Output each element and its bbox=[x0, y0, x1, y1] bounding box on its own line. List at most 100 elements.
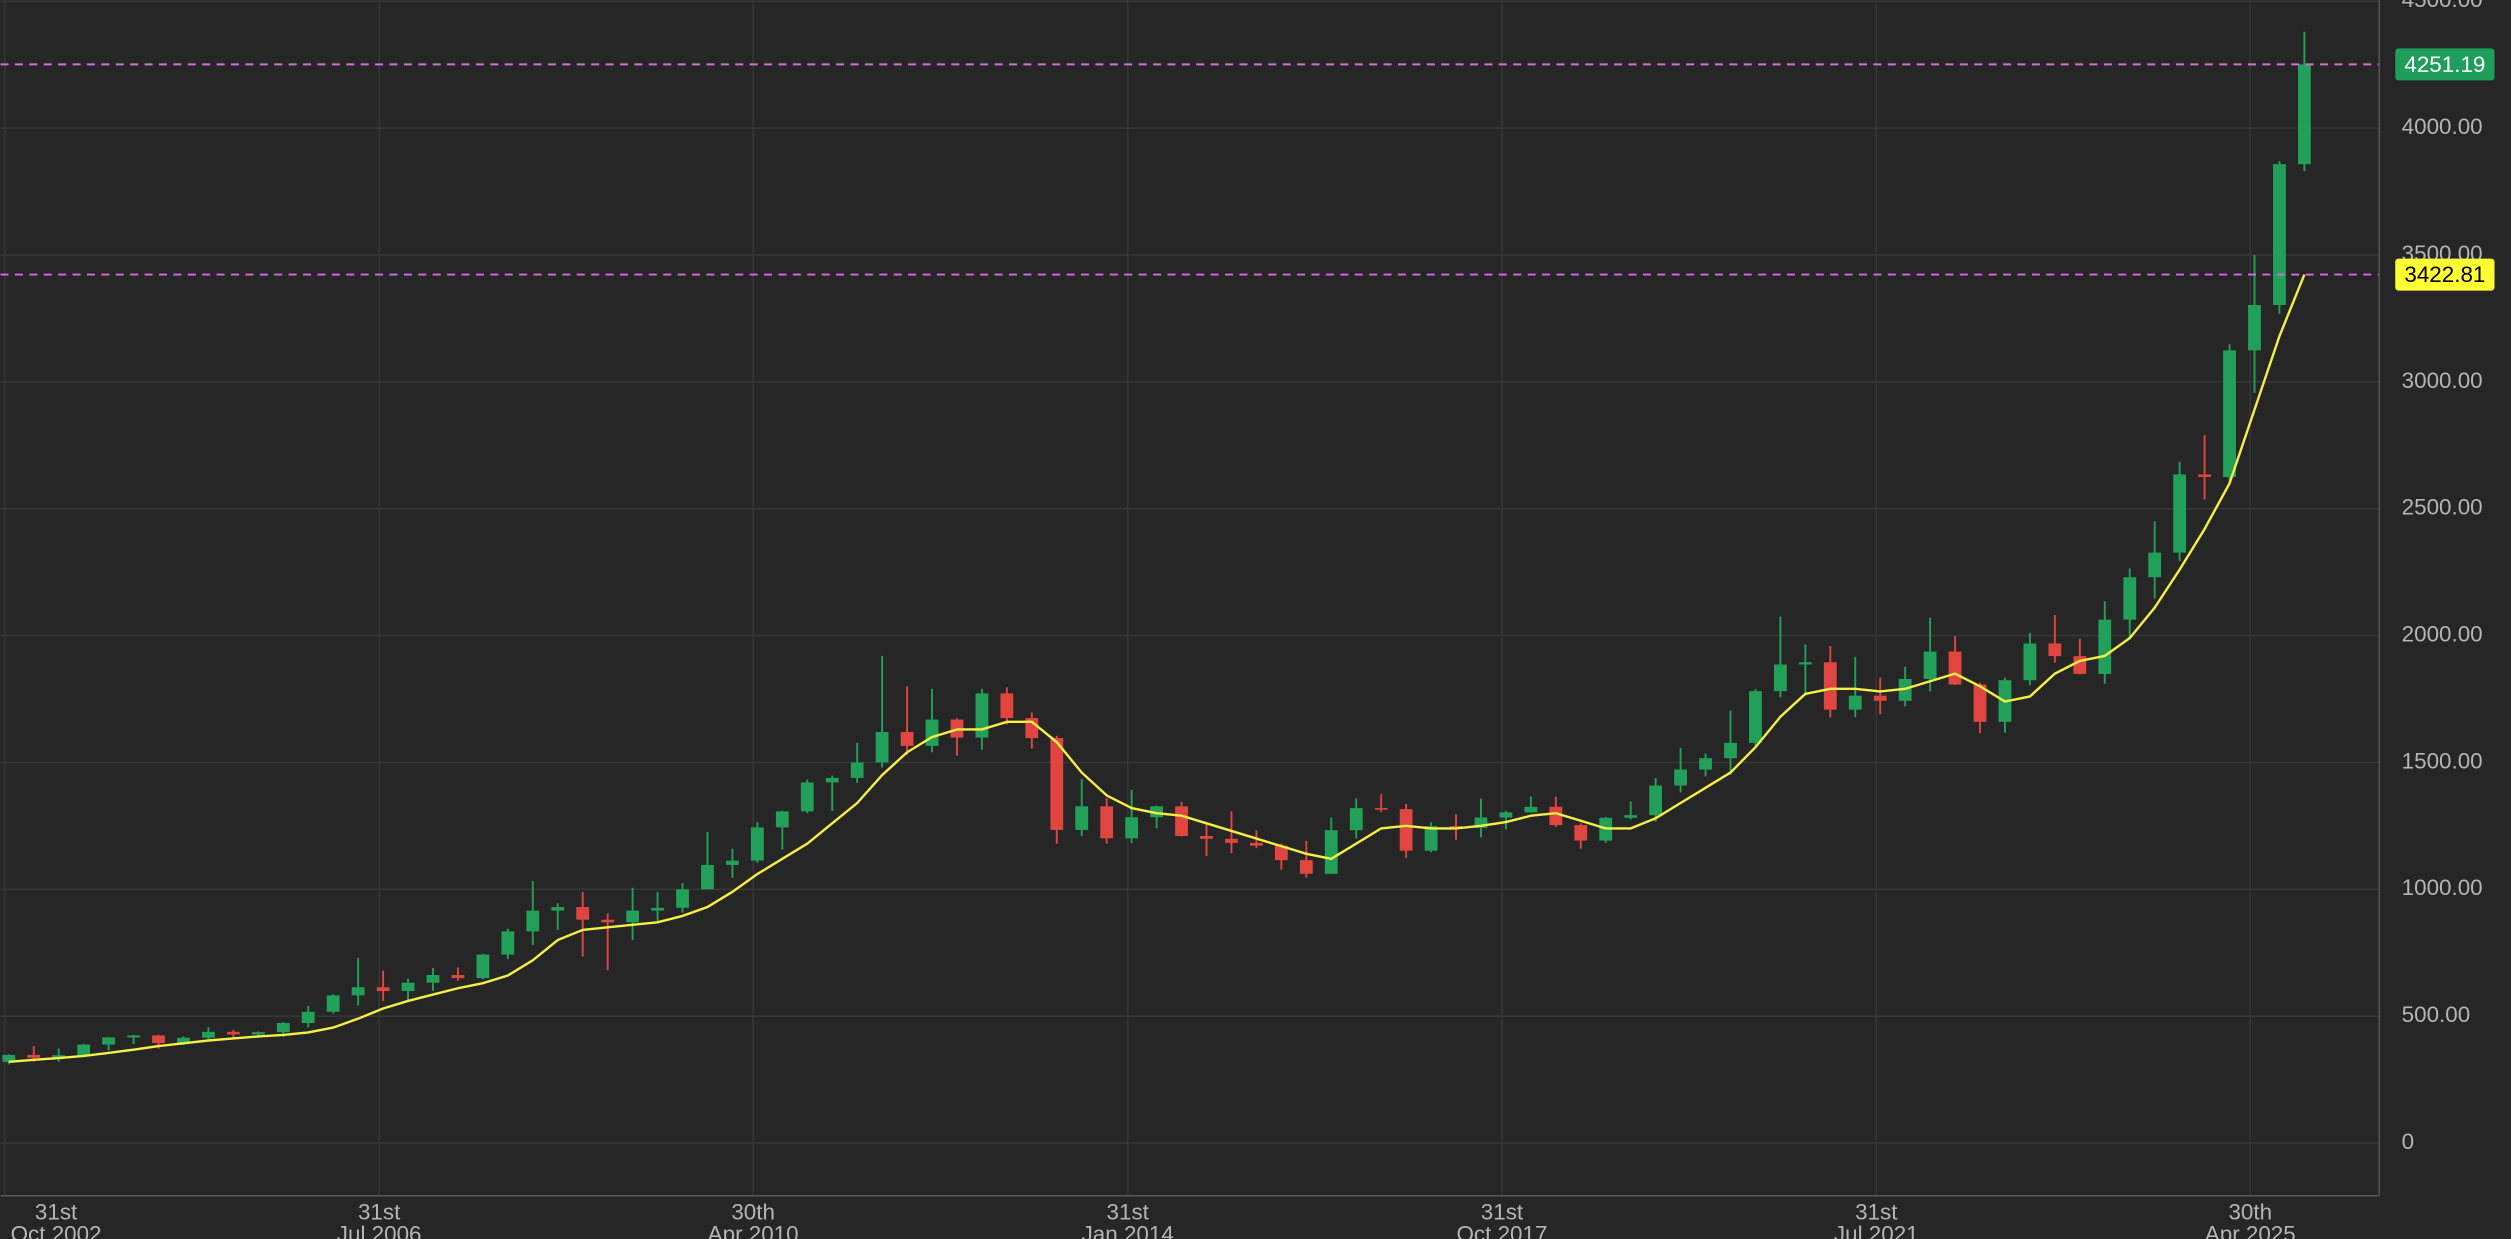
candle-body bbox=[1299, 860, 1313, 874]
candle-body bbox=[1449, 826, 1463, 828]
candle-body bbox=[202, 1031, 215, 1038]
candle-body bbox=[1524, 806, 1538, 813]
candle-body bbox=[1125, 817, 1139, 839]
y-tick-label: 4500.00 bbox=[2402, 0, 2483, 12]
candle-body bbox=[1175, 806, 1188, 837]
candle-body bbox=[1225, 838, 1238, 843]
y-tick-label: 4000.00 bbox=[2402, 114, 2483, 139]
candle-body bbox=[77, 1044, 91, 1056]
candle-body bbox=[251, 1032, 265, 1035]
moving-average-line bbox=[8, 274, 2306, 1064]
candle-body bbox=[1923, 651, 1937, 679]
candle-body bbox=[276, 1022, 290, 1033]
candle-body bbox=[1624, 815, 1638, 818]
candle-body bbox=[426, 975, 440, 983]
candle-body bbox=[975, 693, 989, 738]
y-tick-label: 2000.00 bbox=[2402, 621, 2483, 646]
price-label-bg bbox=[2395, 258, 2495, 291]
candle-body bbox=[775, 811, 789, 828]
candle-body bbox=[1274, 845, 1288, 861]
candle-body bbox=[1374, 808, 1388, 810]
x-tick-label: Oct 2017 bbox=[1457, 1222, 1548, 1239]
candle-body bbox=[601, 919, 615, 923]
x-tick-label: Jan 2014 bbox=[1082, 1222, 1174, 1239]
candle-body bbox=[152, 1035, 165, 1044]
candle-body bbox=[2, 1054, 16, 1062]
x-tick-label: 31st bbox=[358, 1199, 401, 1224]
candle-body bbox=[1749, 691, 1762, 743]
candle-body bbox=[1399, 809, 1413, 851]
candle-body bbox=[351, 987, 365, 996]
candle-body bbox=[626, 910, 640, 923]
grid bbox=[0, 0, 2380, 1196]
candle-body bbox=[326, 995, 340, 1012]
candle-body bbox=[1200, 836, 1213, 839]
y-tick-label: 0 bbox=[2402, 1129, 2414, 1154]
candle-body bbox=[401, 982, 415, 992]
x-tick-label: Jul 2021 bbox=[1834, 1222, 1919, 1239]
candle-body bbox=[1724, 742, 1737, 759]
candle-body bbox=[2073, 656, 2087, 674]
x-tick-label: Jul 2006 bbox=[337, 1222, 422, 1239]
price-label: 4251.19 bbox=[2404, 52, 2485, 77]
candle-body bbox=[102, 1037, 116, 1045]
candle-body bbox=[376, 987, 390, 992]
candle-body bbox=[2273, 164, 2286, 305]
x-tick-label: Apr 2010 bbox=[708, 1222, 799, 1239]
candle-body bbox=[2198, 474, 2211, 477]
candle-body bbox=[800, 782, 814, 812]
candle-body bbox=[1250, 842, 1263, 846]
candle-body bbox=[2297, 64, 2311, 165]
candle-body bbox=[925, 719, 939, 746]
candle-body bbox=[301, 1011, 315, 1023]
candle-body bbox=[1499, 812, 1513, 818]
candle-body bbox=[701, 864, 714, 890]
candle-body bbox=[576, 907, 590, 920]
candle-body bbox=[451, 975, 465, 979]
candle-body bbox=[1349, 808, 1363, 831]
price-label-bg bbox=[2395, 48, 2495, 81]
candle-body bbox=[1699, 758, 1712, 770]
candle-body bbox=[1324, 830, 1338, 874]
candle-body bbox=[726, 860, 739, 865]
candle-body bbox=[526, 910, 540, 932]
candle-body bbox=[1973, 684, 1987, 722]
candle-body bbox=[1948, 651, 1962, 685]
x-tick-label: 31st bbox=[1855, 1199, 1898, 1224]
candle-body bbox=[651, 907, 664, 911]
candle-body bbox=[2248, 304, 2261, 351]
candle-body bbox=[1000, 693, 1014, 719]
candle-body bbox=[226, 1031, 240, 1035]
y-tick-label: 1000.00 bbox=[2402, 875, 2483, 900]
candle-body bbox=[1549, 806, 1563, 826]
candle-body bbox=[1873, 695, 1887, 701]
candle-body bbox=[750, 827, 764, 861]
candle-body bbox=[1674, 769, 1687, 786]
candle-body bbox=[1823, 662, 1837, 710]
candle-body bbox=[177, 1037, 190, 1044]
candle-body bbox=[127, 1035, 140, 1038]
candle-body bbox=[501, 931, 515, 955]
candle-body bbox=[1773, 664, 1787, 692]
candle-body bbox=[2098, 619, 2112, 674]
candle-body bbox=[2223, 350, 2236, 477]
axis-labels: 0 500.00 1000.00 1500.00 2000.00 2500.00 3000.… bbox=[11, 0, 2495, 1239]
candle-body bbox=[900, 731, 914, 746]
candle-body bbox=[1474, 817, 1488, 828]
candle-body bbox=[1100, 806, 1114, 839]
candle-body bbox=[1424, 826, 1438, 851]
candle-body bbox=[2148, 552, 2162, 578]
candle-body bbox=[52, 1055, 66, 1058]
x-tick-label: 30th bbox=[2228, 1199, 2272, 1224]
candle-body bbox=[1050, 738, 1064, 830]
candle-body bbox=[551, 907, 565, 911]
candle-body bbox=[1848, 695, 1862, 710]
y-tick-label: 500.00 bbox=[2402, 1002, 2471, 1027]
candle-body bbox=[476, 954, 490, 979]
candle-body bbox=[850, 762, 864, 778]
candle-body bbox=[27, 1054, 41, 1058]
x-tick-label: 31st bbox=[1107, 1199, 1150, 1224]
